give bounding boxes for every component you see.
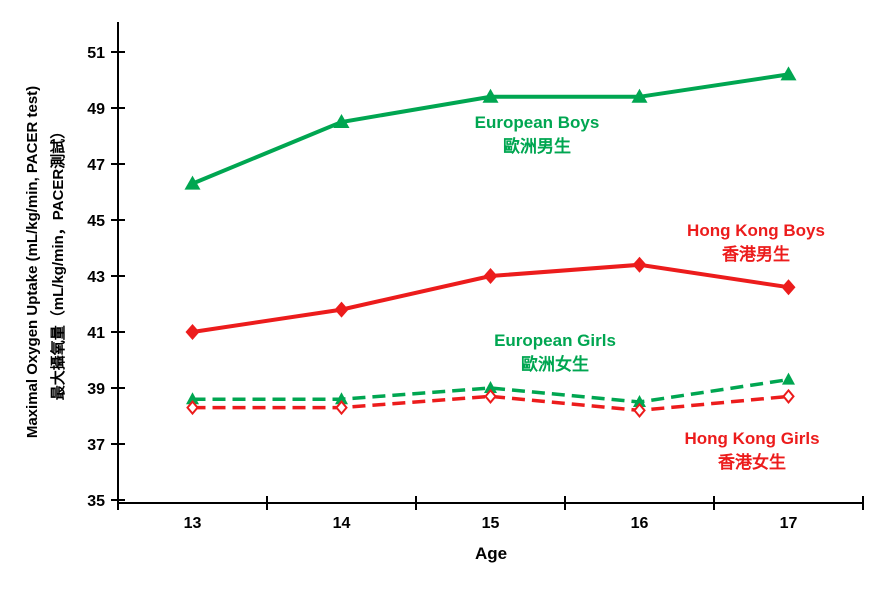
label-european-girls: European Girls 歐洲女生 <box>494 329 616 377</box>
x-tick-label: 17 <box>780 515 798 532</box>
marker-diamond-hong-kong-boys <box>483 268 498 284</box>
label-european-girls-en: European Girls <box>494 331 616 350</box>
marker-diamond-open-hong-kong-girls <box>186 400 199 416</box>
y-axis-title-english: Maximal Oxygen Uptake (mL/kg/min, PACER … <box>24 85 41 439</box>
y-tick-label: 51 <box>87 45 105 62</box>
marker-diamond-open-hong-kong-girls <box>782 388 795 404</box>
marker-diamond-open-hong-kong-girls <box>633 402 646 418</box>
marker-triangle-european-boys <box>333 114 350 128</box>
label-european-boys-en: European Boys <box>474 113 600 132</box>
label-hong-kong-girls-zh: 香港女生 <box>717 453 786 472</box>
marker-diamond-open-hong-kong-girls <box>484 388 497 404</box>
label-european-girls-zh: 歐洲女生 <box>521 355 589 374</box>
marker-triangle-european-girls <box>186 392 199 405</box>
x-axis-title: Age <box>474 544 508 563</box>
label-european-boys-zh: 歐洲男生 <box>502 137 571 156</box>
x-tick-label: 13 <box>184 515 202 532</box>
marker-diamond-open-hong-kong-girls <box>335 400 348 416</box>
y-tick-label: 41 <box>87 325 105 342</box>
label-hong-kong-boys-zh: 香港男生 <box>721 245 790 264</box>
y-tick-label: 45 <box>87 213 105 230</box>
marker-triangle-european-girls <box>484 381 497 393</box>
x-tick-label: 14 <box>333 515 351 532</box>
y-tick-label: 35 <box>87 493 105 510</box>
y-axis-title-chinese: 最大攝氧量（mL/kg/min，PACER測試） <box>50 123 67 401</box>
marker-triangle-european-boys <box>184 175 201 190</box>
label-hong-kong-boys-en: Hong Kong Boys <box>687 221 825 240</box>
label-hong-kong-boys: Hong Kong Boys 香港男生 <box>687 219 825 267</box>
marker-triangle-european-boys <box>482 88 499 103</box>
marker-triangle-european-boys <box>780 66 797 81</box>
label-hong-kong-girls-en: Hong Kong Girls <box>684 429 820 448</box>
x-tick-label: 15 <box>482 515 500 532</box>
y-tick-label: 43 <box>87 269 105 286</box>
marker-diamond-hong-kong-boys <box>781 279 796 296</box>
y-tick-label: 39 <box>87 381 105 398</box>
y-tick-label: 37 <box>87 437 105 454</box>
marker-triangle-european-boys <box>631 88 648 103</box>
label-hong-kong-girls: Hong Kong Girls 香港女生 <box>684 427 819 475</box>
marker-diamond-hong-kong-boys <box>632 256 647 273</box>
marker-triangle-european-girls <box>633 395 646 407</box>
y-tick-label: 49 <box>87 101 105 118</box>
marker-diamond-hong-kong-boys <box>334 301 349 318</box>
x-tick-label: 16 <box>631 515 649 532</box>
marker-diamond-hong-kong-boys <box>185 324 200 340</box>
marker-triangle-european-girls <box>782 372 795 385</box>
marker-triangle-european-girls <box>335 392 348 405</box>
label-european-boys: European Boys 歐洲男生 <box>475 111 600 159</box>
y-axis-title: Maximal Oxygen Uptake (mL/kg/min, PACER … <box>20 2 74 522</box>
y-tick-label: 47 <box>87 157 105 174</box>
